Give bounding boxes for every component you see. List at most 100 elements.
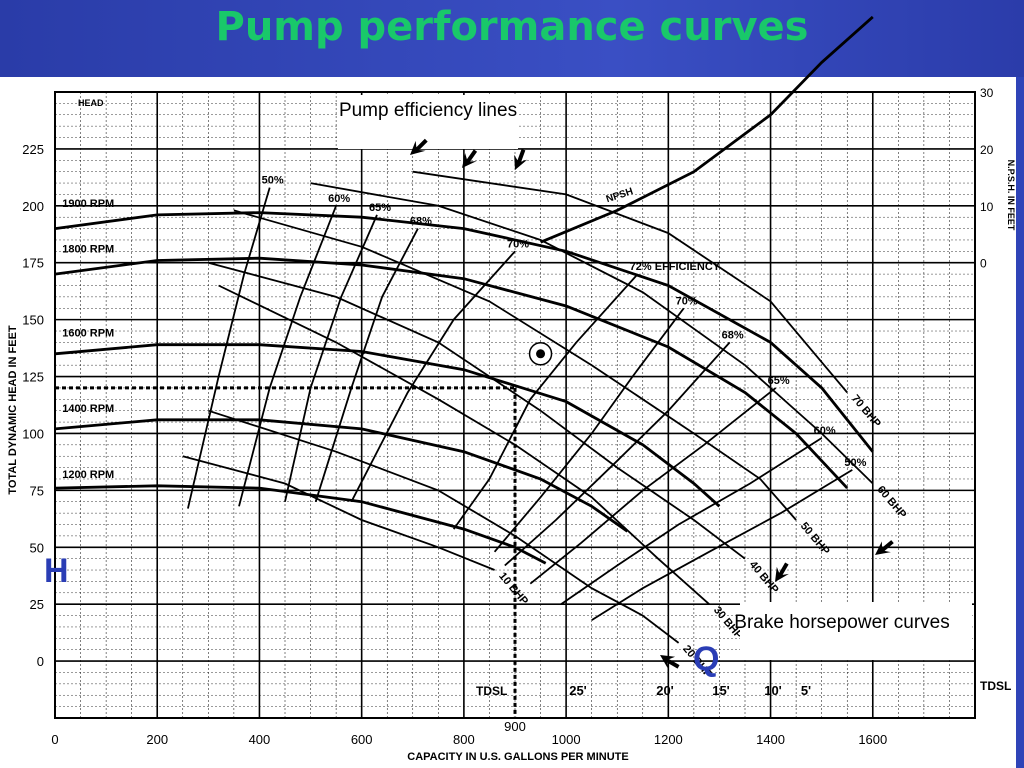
speed-curve-label: 1400 RPM bbox=[62, 403, 114, 415]
tdsl-value: 25' bbox=[569, 683, 587, 698]
y-tick-label: 150 bbox=[22, 313, 44, 328]
arrow-shape bbox=[462, 149, 478, 168]
efficiency-line-label: 60% bbox=[814, 425, 836, 437]
speed-curve-label: 1600 RPM bbox=[62, 328, 114, 340]
speed-curve-label: 1200 RPM bbox=[62, 469, 114, 481]
efficiency-callout-label: Pump efficiency lines bbox=[339, 100, 517, 121]
flow-marker: Q bbox=[693, 640, 719, 678]
guide-x-label: 900 bbox=[504, 719, 526, 734]
bhp-curve bbox=[208, 261, 746, 560]
y2-tick-label: 0 bbox=[980, 257, 987, 271]
efficiency-line bbox=[504, 341, 731, 567]
arrow-shape bbox=[660, 655, 680, 669]
efficiency-line-label: 70% bbox=[676, 295, 698, 307]
efficiency-line bbox=[452, 273, 639, 530]
efficiency-line bbox=[238, 205, 337, 507]
bhp-curve-label: 50 BHP bbox=[798, 520, 832, 557]
efficiency-line-label: 68% bbox=[410, 216, 432, 228]
guide-layer bbox=[55, 386, 517, 718]
y-tick-label: 25 bbox=[30, 597, 44, 612]
tdsl-value: 20' bbox=[656, 683, 674, 698]
x-tick-label: 1600 bbox=[858, 732, 887, 747]
speed-curve bbox=[54, 343, 721, 508]
efficiency-line-label: 50% bbox=[844, 457, 866, 469]
x-tick-label: 1200 bbox=[654, 732, 683, 747]
arrow-shape bbox=[875, 540, 894, 555]
tdsl-value: 15' bbox=[712, 683, 730, 698]
bhp-curve bbox=[412, 170, 848, 394]
efficiency-line bbox=[560, 437, 823, 605]
bhp-curve bbox=[182, 455, 495, 571]
x-tick-label: 1400 bbox=[756, 732, 785, 747]
y-tick-label: 225 bbox=[22, 142, 44, 157]
bhp-curve bbox=[208, 409, 680, 644]
speed-curve-label: 1800 RPM bbox=[62, 243, 114, 255]
efficiency-line bbox=[591, 469, 853, 621]
callout-arrow-icon bbox=[410, 138, 428, 155]
bhp-callout-box bbox=[740, 602, 972, 660]
bhp-curve-label: 70 BHP bbox=[849, 393, 883, 430]
x-tick-label: 200 bbox=[146, 732, 168, 747]
efficiency-line-label: 50% bbox=[262, 175, 284, 187]
tdsl-value: 10' bbox=[764, 683, 782, 698]
bhp-curve bbox=[233, 209, 797, 521]
head-axis-label: HEAD bbox=[78, 98, 104, 108]
efficiency-line-label: 70% bbox=[507, 238, 529, 250]
y-axis-title: TOTAL DYNAMIC HEAD IN FEET bbox=[7, 325, 19, 495]
y2-axis-title: N.P.S.H. IN FEET bbox=[1006, 160, 1016, 231]
callout-arrow-icon bbox=[514, 148, 528, 170]
x-tick-label: 600 bbox=[351, 732, 373, 747]
y-tick-label: 175 bbox=[22, 256, 44, 271]
efficiency-line-label: 65% bbox=[768, 375, 790, 387]
y2-tick-label: 20 bbox=[980, 143, 994, 157]
efficiency-line-label: 68% bbox=[722, 329, 744, 341]
speed-curve bbox=[54, 418, 629, 533]
operating-point-dot bbox=[536, 349, 546, 359]
tdsl-value: 5' bbox=[801, 683, 811, 698]
callout-arrow-icon bbox=[875, 540, 894, 555]
slide-border-strip bbox=[1016, 77, 1024, 768]
tdsl-label-left: TDSL bbox=[476, 684, 507, 698]
efficiency-line-label: 72% EFFICIENCY bbox=[630, 261, 721, 273]
slide-title: Pump performance curves bbox=[215, 4, 809, 50]
bhp-curve bbox=[218, 284, 710, 605]
efficiency-line bbox=[187, 187, 271, 509]
arrow-layer bbox=[410, 138, 894, 669]
efficiency-line bbox=[529, 387, 777, 585]
y2-tick-label: 10 bbox=[980, 200, 994, 214]
curve-layer bbox=[54, 15, 874, 644]
y-tick-label: 100 bbox=[22, 426, 44, 441]
callout-arrow-icon bbox=[775, 562, 789, 582]
tdsl-label-right: TDSL bbox=[980, 679, 1011, 693]
speed-curve bbox=[54, 256, 849, 490]
efficiency-line bbox=[350, 250, 516, 503]
x-tick-label: 1000 bbox=[552, 732, 581, 747]
y-tick-label: 125 bbox=[22, 370, 44, 385]
y-tick-label: 0 bbox=[37, 654, 44, 669]
speed-curve bbox=[54, 484, 547, 565]
speed-curve bbox=[54, 211, 874, 453]
y-tick-label: 200 bbox=[22, 199, 44, 214]
npsh-curve bbox=[540, 15, 874, 244]
efficiency-callout-box bbox=[338, 95, 518, 149]
x-tick-label: 800 bbox=[453, 732, 475, 747]
x-tick-label: 0 bbox=[51, 732, 58, 747]
callout-arrow-icon bbox=[462, 149, 478, 168]
bhp-curve-label: 60 BHP bbox=[874, 484, 908, 521]
y-tick-label: 50 bbox=[30, 540, 44, 555]
x-axis-title: CAPACITY IN U.S. GALLONS PER MINUTE bbox=[407, 751, 628, 763]
bhp-curve-label: 10 BHP bbox=[496, 570, 530, 607]
head-marker: H bbox=[44, 552, 69, 590]
callout-arrow-icon bbox=[660, 655, 680, 669]
arrow-shape bbox=[410, 138, 428, 155]
arrow-shape bbox=[775, 562, 789, 582]
efficiency-line bbox=[284, 214, 378, 502]
bhp-callout-label: Brake horsepower curves bbox=[734, 612, 949, 633]
bhp-curve bbox=[310, 182, 874, 485]
efficiency-line-label: 60% bbox=[328, 193, 350, 205]
y2-tick-label: 30 bbox=[980, 86, 994, 100]
speed-curve-label: 1900 RPM bbox=[62, 198, 114, 210]
efficiency-line bbox=[493, 307, 685, 553]
x-tick-label: 400 bbox=[249, 732, 271, 747]
